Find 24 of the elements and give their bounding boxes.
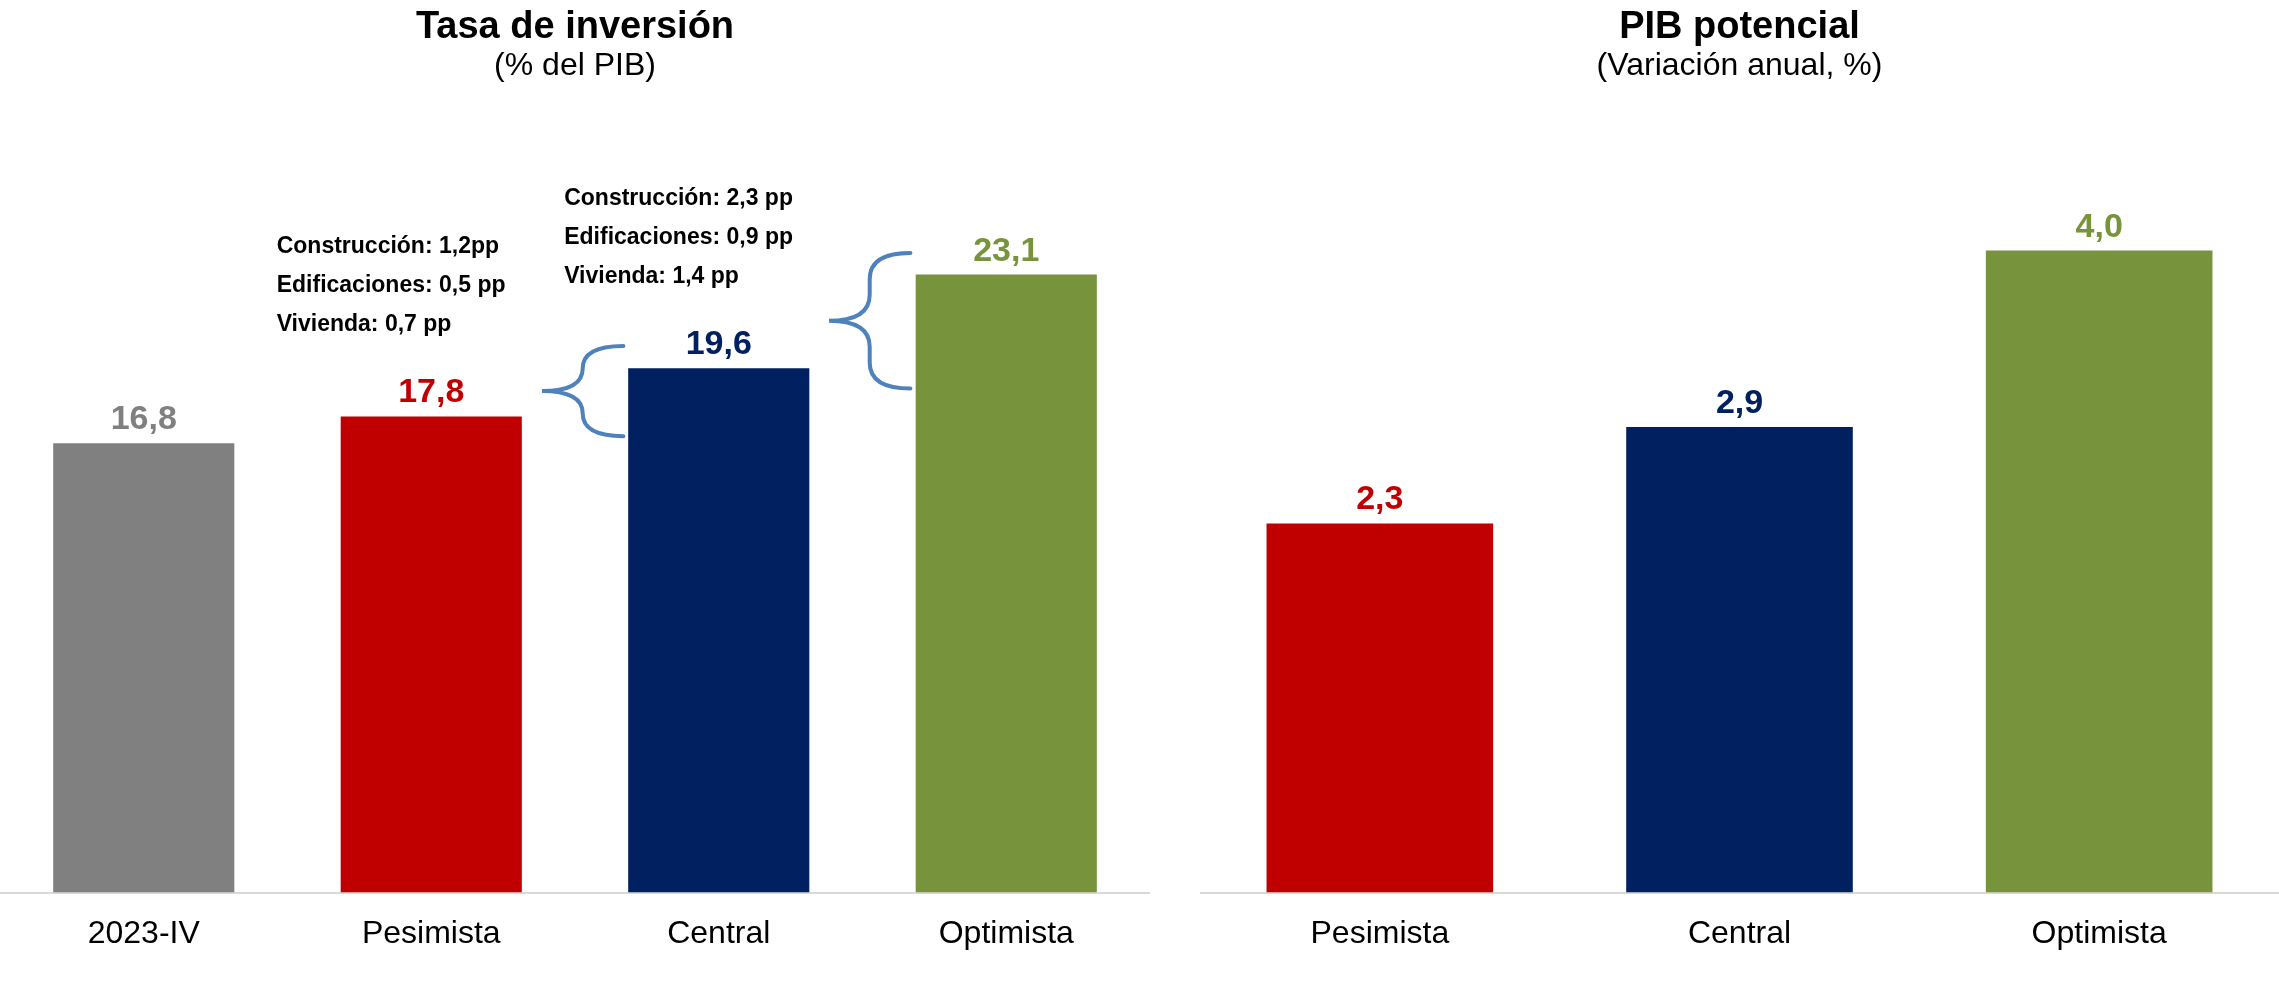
data-label: 2,3 [1356,478,1404,517]
chart-title: Tasa de inversión [414,4,736,47]
data-label: 23,1 [973,229,1040,268]
annotation: Construcción: 1,2pp Edificaciones: 0,5 pp Vivienda: 0,7 pp [276,232,506,337]
bar [53,443,235,893]
bar [340,416,522,893]
data-label: 4,0 [2075,205,2123,244]
data-label: 19,6 [685,323,752,362]
bar [628,368,810,893]
data-label: 2,9 [1715,382,1764,421]
data-label: 17,8 [398,371,465,410]
chart-title: PIB potencial [1618,4,1861,47]
bar [915,274,1097,893]
annotation: Construcción: 2,3 pp Edificaciones: 0,9 pp Vivienda: 1,4 pp [564,184,793,289]
chart-subtitle: (% del PIB) [493,46,657,83]
x-tick-label: Pesimista [361,913,501,950]
x-tick-label: Pesimista [1310,913,1450,950]
x-tick-label: Central [1687,913,1792,950]
x-tick-label: 2023-IV [87,913,201,950]
x-tick-label: Optimista [938,913,1075,950]
x-tick-label: Central [667,913,771,950]
x-tick-label: Optimista [2031,913,2167,950]
chart-subtitle: (Variación anual, %) [1595,46,1884,83]
data-label: 16,8 [110,398,177,437]
